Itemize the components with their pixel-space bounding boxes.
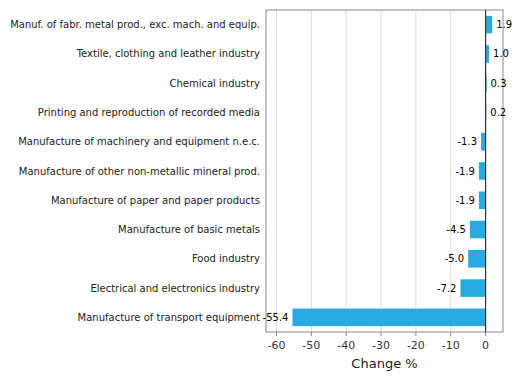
x-tick-label: -30 bbox=[372, 339, 390, 352]
data-label: 0.3 bbox=[491, 78, 507, 89]
grid-line bbox=[276, 10, 277, 332]
bar bbox=[479, 162, 486, 180]
category-label: Electrical and electronics industry bbox=[90, 283, 260, 294]
category-label: Manufacture of other non-metallic minera… bbox=[19, 166, 260, 177]
category-label: Textile, clothing and leather industry bbox=[76, 48, 260, 59]
data-label: -7.2 bbox=[437, 283, 457, 294]
grid bbox=[276, 10, 485, 332]
x-tick bbox=[415, 332, 416, 336]
y-axis: Manufacture of transport equipment Electr… bbox=[10, 19, 260, 323]
category-label: Printing and reproduction of recorded me… bbox=[38, 107, 260, 118]
x-tick bbox=[450, 332, 451, 336]
x-tick bbox=[311, 332, 312, 336]
x-tick bbox=[381, 332, 382, 336]
x-tick bbox=[346, 332, 347, 336]
grid-line bbox=[485, 10, 486, 332]
category-label: Manuf. of fabr. metal prod., exc. mach. … bbox=[10, 19, 260, 30]
data-labels: -55.4 -7.2 -5.0 -4.5 -1.9 -1.9 -1.3 0.2 0.3 1.0 1.… bbox=[263, 19, 512, 323]
data-label: 1.9 bbox=[496, 19, 512, 30]
category-label: Manufacture of machinery and equipment n… bbox=[18, 136, 260, 147]
x-tick-label: -50 bbox=[302, 339, 320, 352]
x-tick-label: -60 bbox=[267, 339, 285, 352]
x-axis-label: Change % bbox=[351, 356, 417, 371]
grid-line bbox=[346, 10, 347, 332]
grid-line bbox=[415, 10, 416, 332]
plot-frame bbox=[266, 10, 503, 332]
data-label: 0.2 bbox=[490, 107, 506, 118]
category-label: Manufacture of paper and paper products bbox=[51, 195, 260, 206]
x-tick-label: -20 bbox=[407, 339, 425, 352]
category-label: Chemical industry bbox=[169, 78, 260, 89]
bar bbox=[479, 191, 486, 209]
x-tick bbox=[485, 332, 486, 336]
data-label: -5.0 bbox=[445, 253, 465, 264]
x-tick bbox=[276, 332, 277, 336]
bar bbox=[292, 309, 485, 327]
data-label: -1.9 bbox=[455, 195, 475, 206]
zero-line bbox=[485, 10, 486, 332]
category-label: Food industry bbox=[192, 253, 260, 264]
grid-line bbox=[381, 10, 382, 332]
data-label: 1.0 bbox=[493, 48, 509, 59]
bar bbox=[470, 221, 486, 239]
x-tick-label: -10 bbox=[442, 339, 460, 352]
bars bbox=[292, 16, 492, 326]
x-tick-label: 0 bbox=[482, 339, 489, 352]
bar bbox=[460, 279, 485, 297]
x-tick-label: -40 bbox=[337, 339, 355, 352]
chart: -60 -50 -40 -30 -20 -10 0 Change % Manufacture o… bbox=[0, 0, 529, 378]
bar bbox=[468, 250, 485, 268]
bar bbox=[486, 16, 493, 34]
bar bbox=[481, 133, 486, 151]
data-label: -55.4 bbox=[263, 312, 289, 323]
category-label: Manufacture of basic metals bbox=[118, 224, 260, 235]
data-label: -1.3 bbox=[458, 136, 478, 147]
grid-line bbox=[311, 10, 312, 332]
data-label: -1.9 bbox=[455, 166, 475, 177]
data-label: -4.5 bbox=[446, 224, 466, 235]
category-label: Manufacture of transport equipment bbox=[78, 312, 260, 323]
x-axis: -60 -50 -40 -30 -20 -10 0 bbox=[267, 332, 489, 352]
